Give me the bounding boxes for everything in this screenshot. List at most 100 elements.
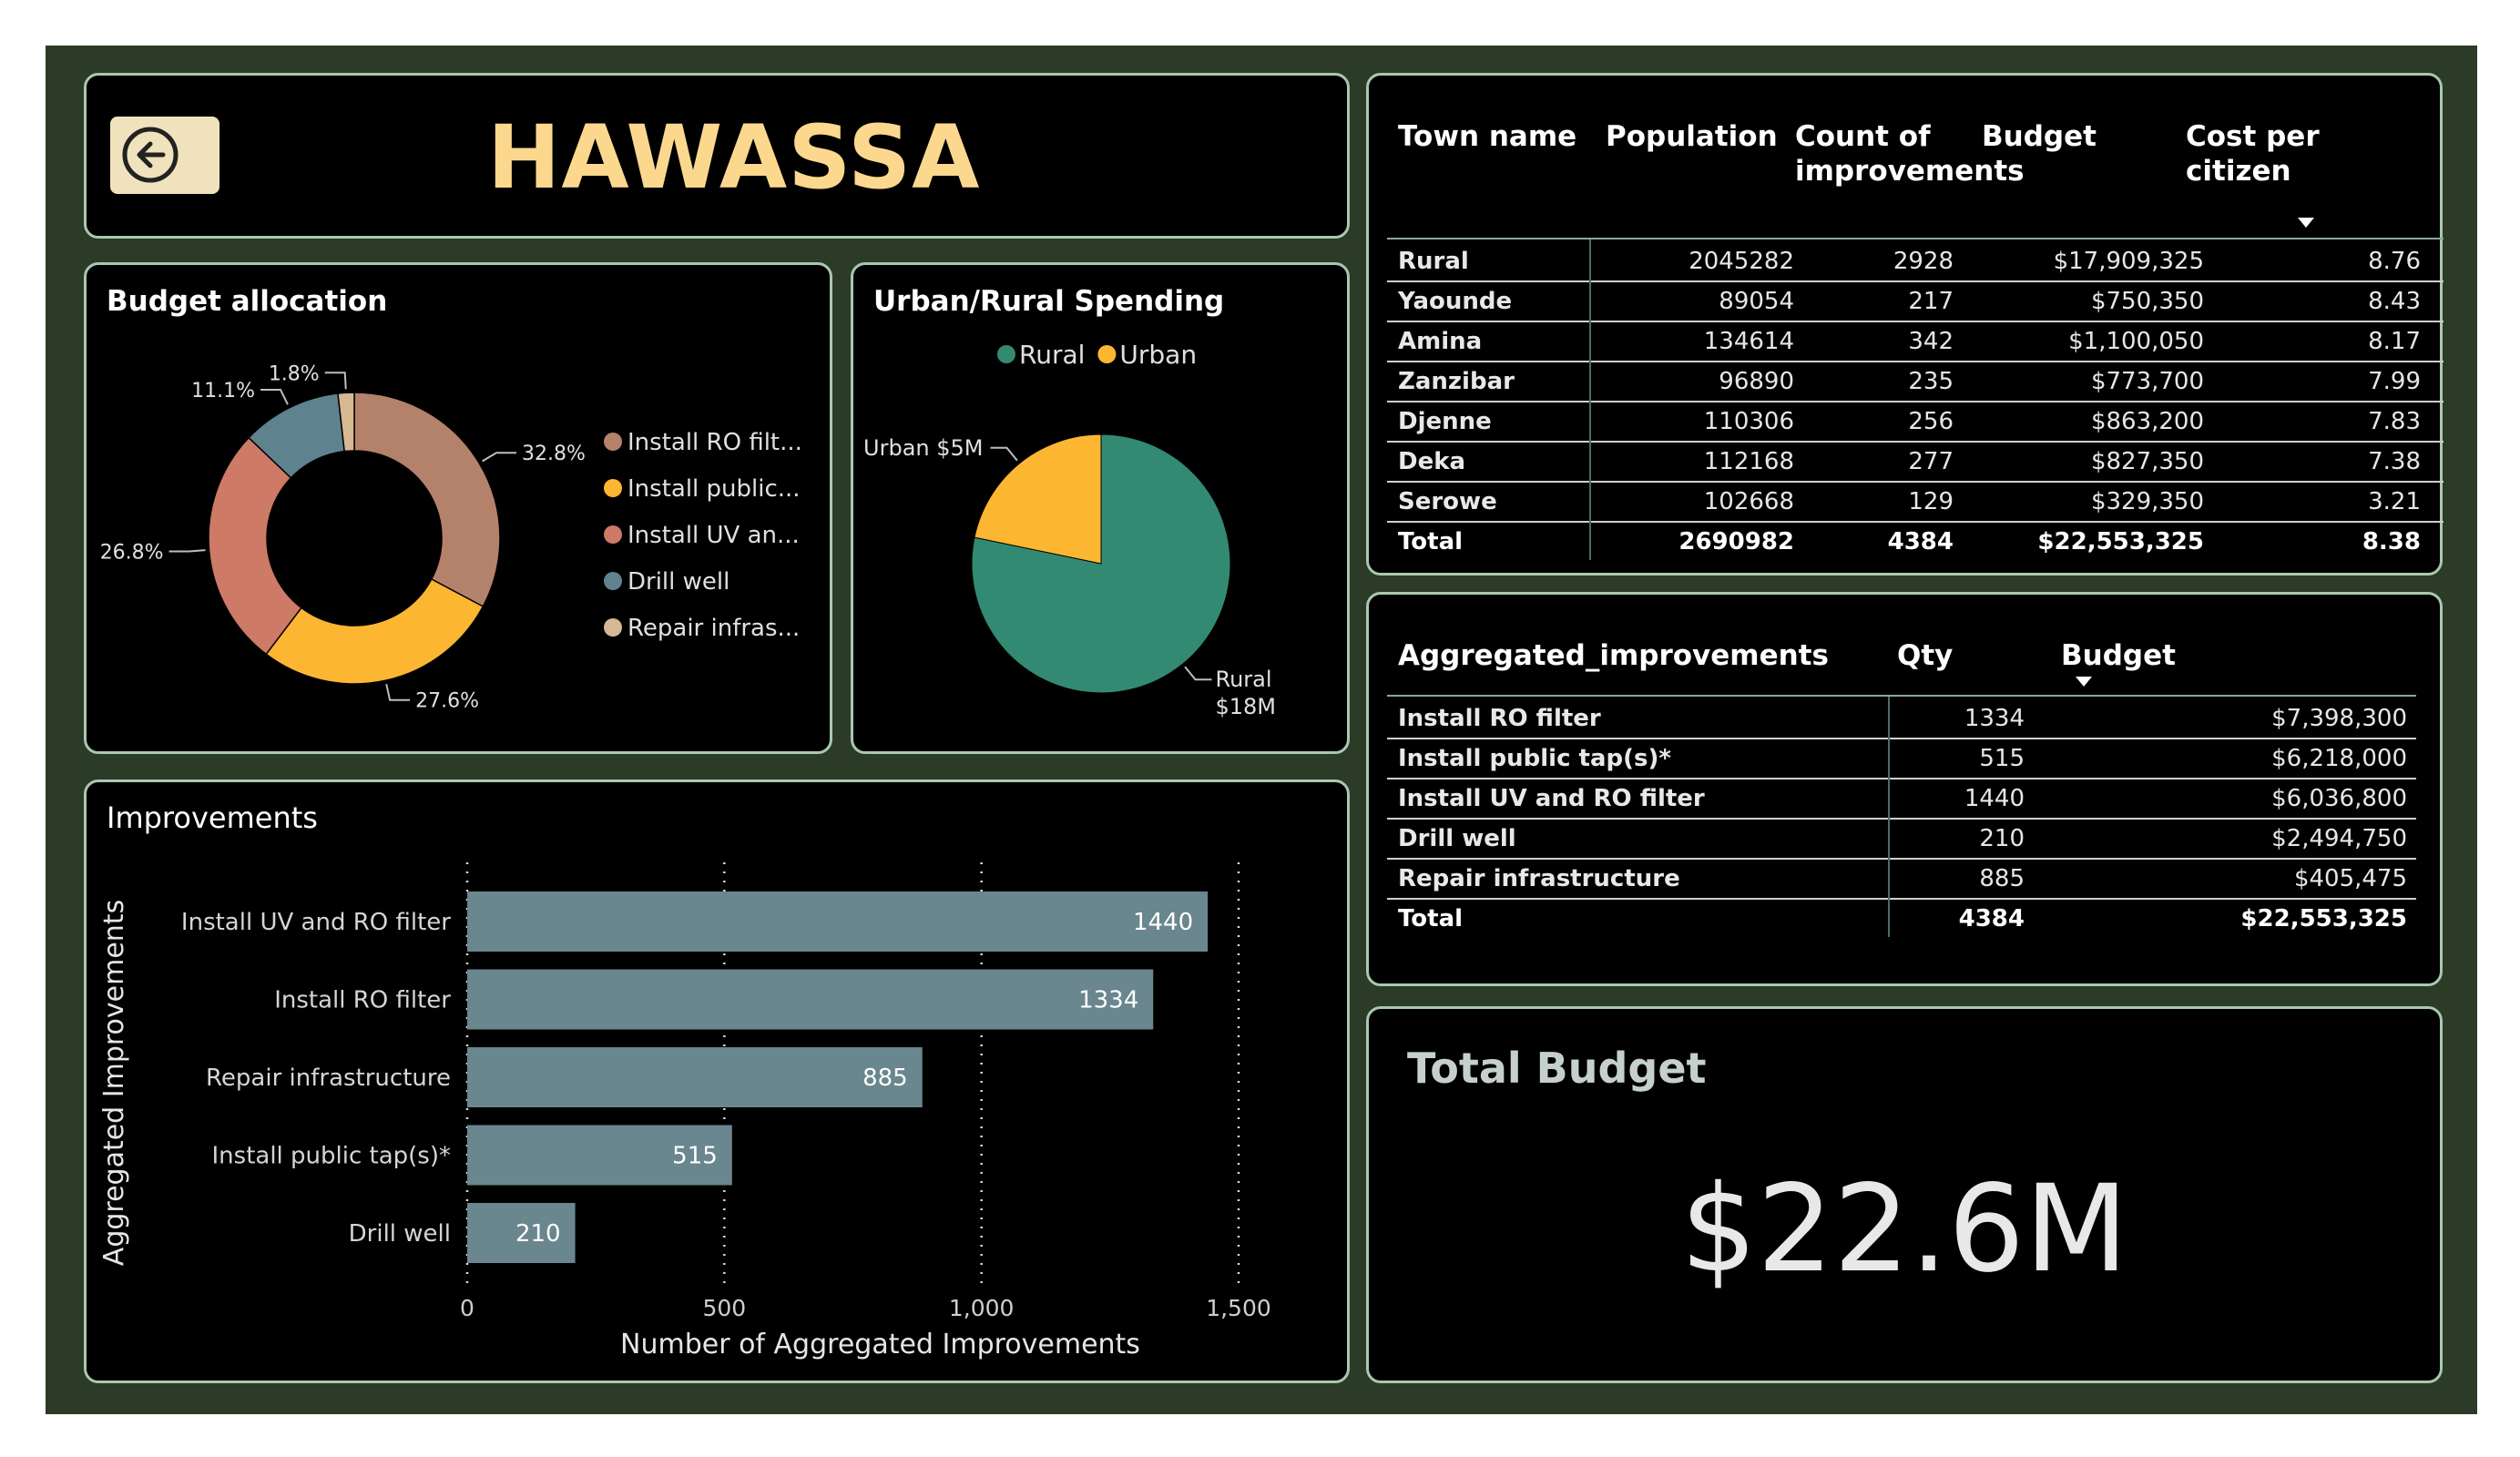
column-header-0[interactable]: Town name: [1398, 119, 1576, 154]
back-arrow-circle-icon: [122, 127, 179, 183]
x-tick-label-2: 1,000: [949, 1295, 1015, 1321]
agg-column-header-0[interactable]: Aggregated_improvements: [1398, 639, 1829, 672]
donut-data-label-3: 11.1%: [191, 380, 255, 402]
table-cell: 102668: [1703, 488, 1794, 515]
agg-table-cell: $6,036,800: [2271, 785, 2407, 812]
table-row[interactable]: Serowe 102668 129 $329,350 3.21: [1387, 482, 2443, 522]
table-row[interactable]: Rural 2045282 2928 $17,909,325 8.76: [1387, 241, 2443, 281]
agg-table-cell: Drill well: [1398, 825, 1516, 852]
agg-table-cell: $6,218,000: [2271, 745, 2407, 772]
column-header-text-1-0: Population: [1606, 120, 1778, 153]
donut-leader-3: [260, 389, 289, 405]
table-row[interactable]: Zanzibar 96890 235 $773,700 7.99: [1387, 362, 2443, 402]
page-title: HAWASSA: [487, 107, 981, 209]
column-header-2[interactable]: Count of improvements: [1795, 119, 2025, 188]
agg-sort-desc-icon[interactable]: [2076, 677, 2092, 687]
row-divider: [1387, 441, 2443, 443]
agg-table-cell: $405,475: [2293, 865, 2407, 892]
legend-label-4: Repair infras...: [627, 615, 800, 642]
table-cell: 235: [1908, 368, 1954, 395]
row-divider: [1387, 280, 2443, 282]
agg-table-row[interactable]: Repair infrastructure 885 $405,475: [1387, 859, 2416, 899]
total-budget-title: Total Budget: [1407, 1044, 1707, 1093]
table-cell: 129: [1908, 488, 1954, 515]
agg-column-header-2[interactable]: Budget: [2061, 639, 2176, 672]
column-header-1[interactable]: Population: [1606, 119, 1778, 154]
agg-row-divider: [1387, 738, 2416, 739]
pie-legend-marker-0: [997, 345, 1015, 363]
table-cell: 8.76: [2368, 248, 2421, 275]
bar-0[interactable]: [467, 892, 1209, 952]
agg-column-header-1[interactable]: Qty: [1897, 639, 1954, 672]
donut-slice-1[interactable]: [265, 577, 485, 685]
bar-data-label-3: 515: [672, 1143, 718, 1170]
improvements-bar-chart: 0 500 1,000 1,500 1440 Install UV and RO filt…: [98, 862, 1271, 1360]
table-row[interactable]: Yaounde 89054 217 $750,350 8.43: [1387, 281, 2443, 321]
legend-label-3: Drill well: [627, 568, 729, 596]
y-tick-label-4: Drill well: [349, 1220, 451, 1248]
table-cell: 110306: [1703, 408, 1794, 435]
donut-slice-4[interactable]: [337, 392, 355, 453]
bar-3[interactable]: [467, 1125, 732, 1186]
pie-slice-0[interactable]: [971, 433, 1231, 694]
table-cell: Deka: [1398, 448, 1466, 475]
table-cell: 7.99: [2368, 368, 2421, 395]
row-divider: [1387, 361, 2443, 362]
donut-leader-4: [324, 372, 347, 390]
table-row[interactable]: Amina 134614 342 $1,100,050 8.17: [1387, 321, 2443, 362]
table-cell: 342: [1908, 328, 1954, 355]
bar-data-label-0: 1440: [1133, 909, 1193, 936]
table-cell: $329,350: [2090, 488, 2204, 515]
agg-table-row[interactable]: Drill well 210 $2,494,750: [1387, 819, 2416, 859]
donut-slice-0[interactable]: [353, 392, 501, 608]
agg-table-row[interactable]: Install UV and RO filter 1440 $6,036,800: [1387, 779, 2416, 819]
back-button[interactable]: [110, 117, 219, 194]
table-cell: 217: [1908, 288, 1954, 315]
bar-1[interactable]: [467, 969, 1154, 1030]
table-cell: $22,553,325: [2037, 528, 2204, 555]
legend-label-0: Install RO filt...: [627, 429, 802, 456]
agg-table-row[interactable]: Install public tap(s)* 515 $6,218,000: [1387, 739, 2416, 779]
table-cell: 277: [1908, 448, 1954, 475]
column-header-text-4-0: Cost per: [2186, 120, 2320, 153]
donut-slice-2[interactable]: [208, 436, 302, 656]
table-cell: 7.38: [2368, 448, 2421, 475]
pie-legend-marker-1: [1097, 345, 1117, 363]
table-row[interactable]: Deka 112168 277 $827,350 7.38: [1387, 442, 2443, 482]
urban-rural-panel: Urban/Rural Spending Rural Urban Rural $18M…: [851, 262, 1350, 754]
bar-2[interactable]: [467, 1047, 923, 1107]
table-cell: $863,200: [2090, 408, 2204, 435]
column-divider: [1589, 239, 1591, 560]
pie-data-label-1-0: Urban $5M: [863, 435, 983, 461]
sort-desc-icon[interactable]: [2298, 218, 2314, 228]
y-tick-label-0: Install UV and RO filter: [181, 909, 451, 936]
agg-table-cell: Install RO filter: [1398, 705, 1601, 732]
table-cell: 8.43: [2368, 288, 2421, 315]
table-cell: 96890: [1719, 368, 1794, 395]
agg-header-divider: [1387, 695, 2416, 697]
legend-marker-2: [604, 525, 622, 544]
agg-table-row[interactable]: Install RO filter 1334 $7,398,300: [1387, 698, 2416, 739]
pie-data-label-0-0: Rural: [1215, 667, 1271, 692]
table-row[interactable]: Djenne 110306 256 $863,200 7.83: [1387, 402, 2443, 442]
column-header-4[interactable]: Cost per citizen: [2186, 119, 2320, 188]
urban-rural-title: Urban/Rural Spending: [873, 285, 1225, 318]
column-header-3[interactable]: Budget: [1982, 119, 2097, 154]
bar-4[interactable]: [467, 1203, 576, 1263]
row-divider: [1387, 401, 2443, 402]
pie-data-label-0-1: $18M: [1215, 694, 1276, 719]
table-cell: Djenne: [1398, 408, 1492, 435]
budget-donut-chart: 32.8% 27.6% 26.8% 11.1% 1.8% Install RO filt.…: [100, 362, 802, 712]
agg-table-cell: $22,553,325: [2240, 905, 2407, 932]
row-divider: [1387, 521, 2443, 523]
table-cell: 4384: [1887, 528, 1954, 555]
total-budget-value: $22.6M: [1680, 1159, 2128, 1299]
agg-column-divider: [1888, 697, 1890, 937]
table-cell: Amina: [1398, 328, 1483, 355]
pie-slice-1[interactable]: [974, 433, 1102, 565]
row-divider: [1387, 481, 2443, 483]
row-divider: [1387, 321, 2443, 322]
legend-marker-4: [604, 618, 622, 637]
legend-label-1: Install public...: [627, 475, 801, 503]
bar-data-label-2: 885: [862, 1065, 908, 1092]
